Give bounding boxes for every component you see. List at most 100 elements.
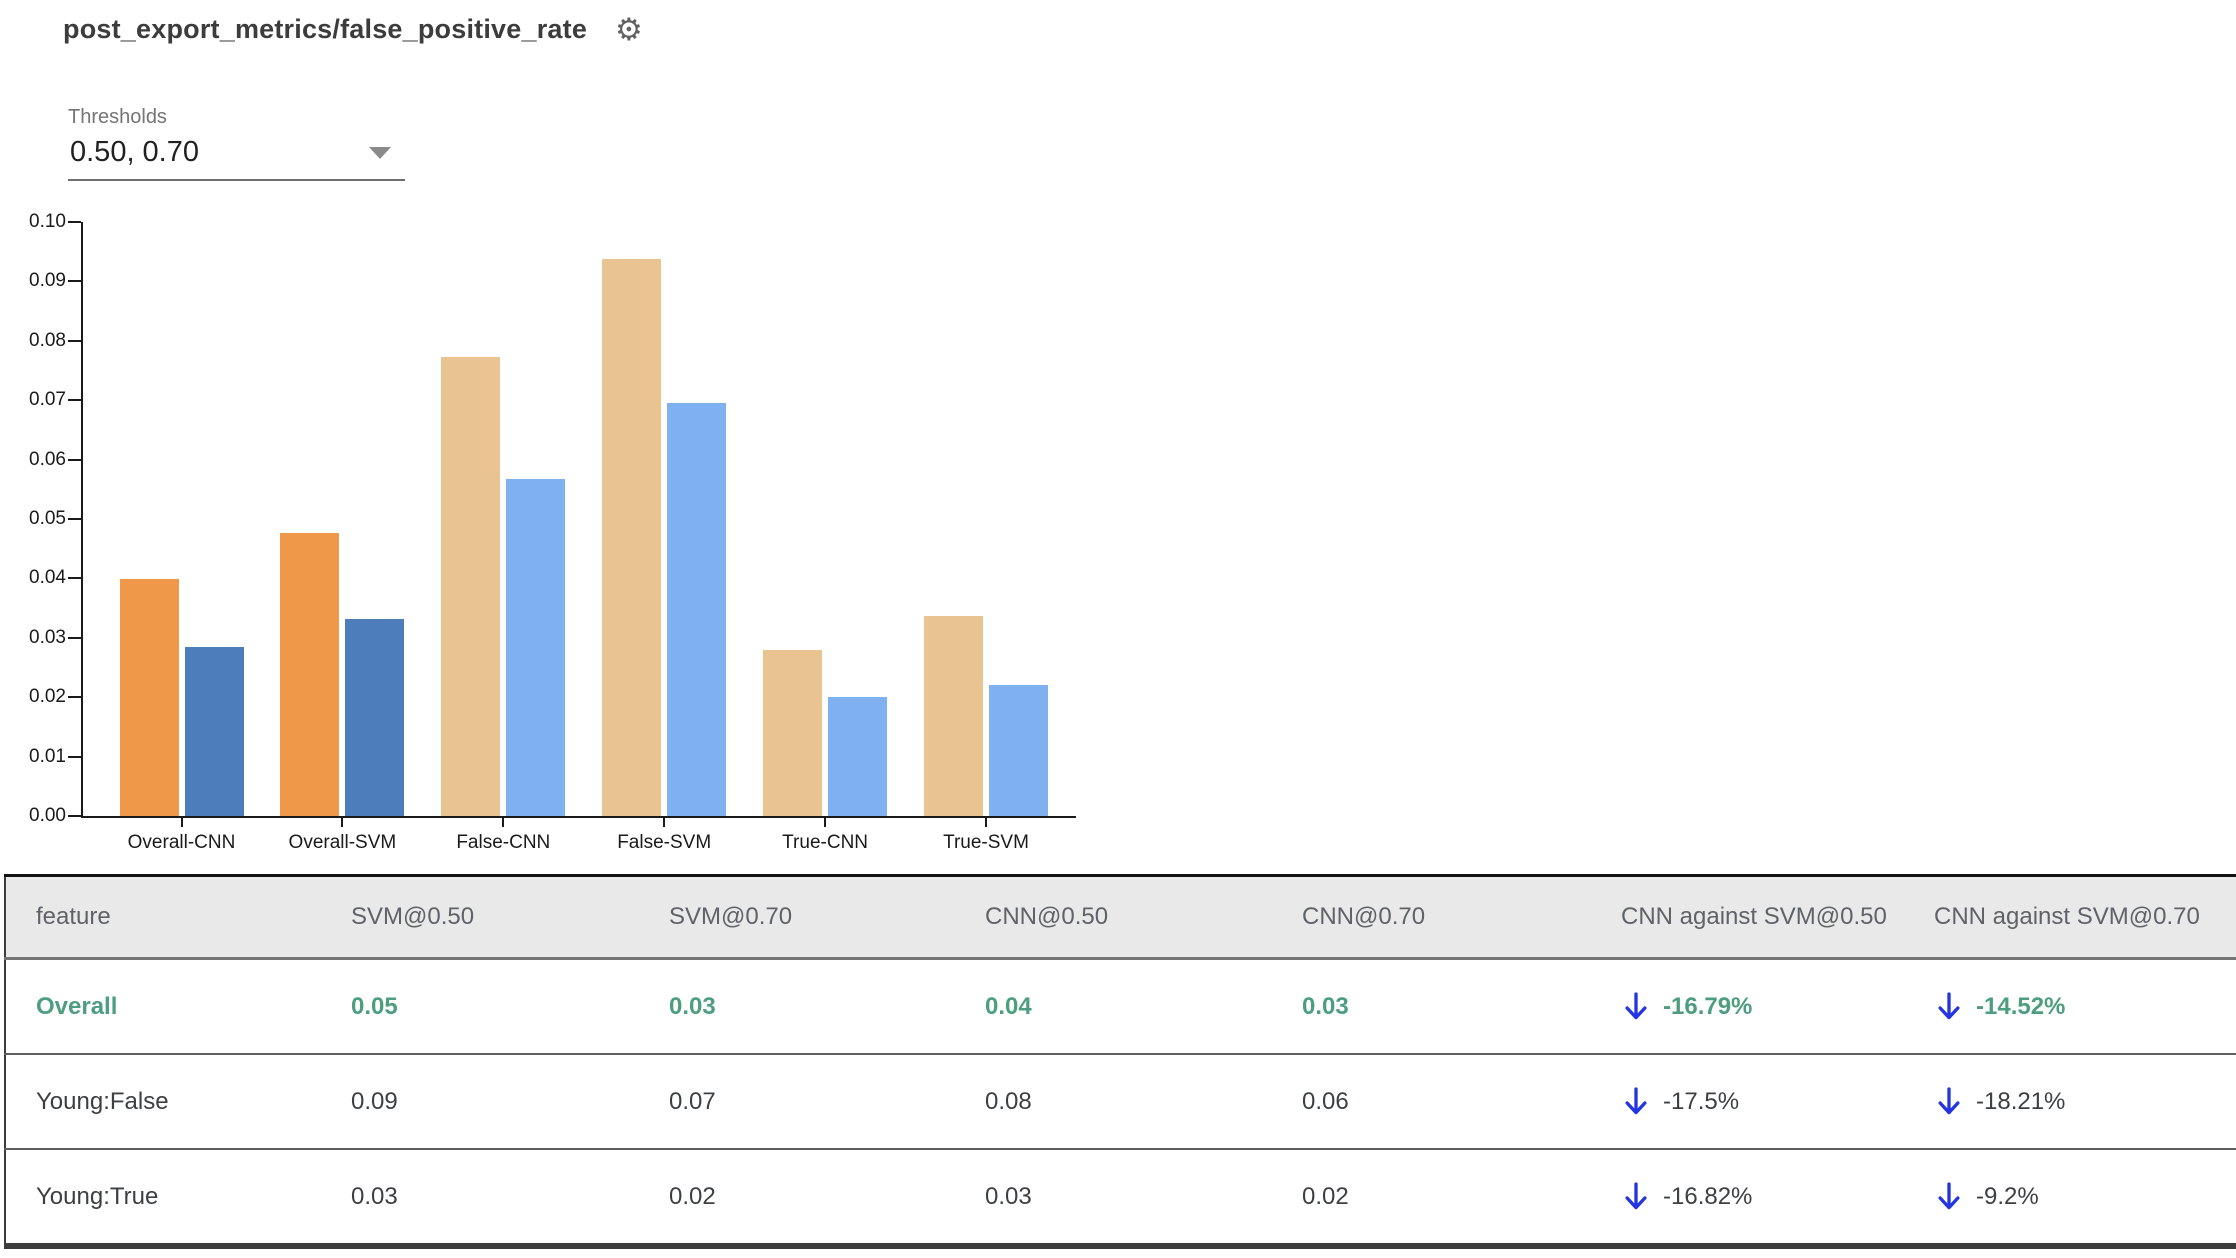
thresholds-select[interactable]: 0.50, 0.70 — [68, 134, 405, 181]
bar-overall-cnn-threshold-0-50[interactable] — [119, 579, 179, 816]
bar-true-svm-threshold-0-50[interactable] — [924, 616, 983, 816]
y-tick-mark — [68, 458, 81, 461]
down-arrow-icon — [1938, 991, 1960, 1019]
value-cell-cnn-0-50: 0.08 — [955, 1054, 1272, 1150]
x-tick-mark — [502, 818, 505, 827]
delta-cell-cnn-against-svm-0-50: -16.79% — [1591, 958, 1904, 1055]
page-title: post_export_metrics/false_positive_rate — [63, 14, 588, 44]
col-header-feature: feature — [5, 875, 321, 960]
delta-percentage: -9.2% — [1976, 1182, 2039, 1210]
bar-false-svm-threshold-0-70[interactable] — [667, 403, 727, 816]
y-tick-mark — [68, 339, 81, 342]
x-axis-line — [81, 816, 1076, 818]
table-row-young-false: Young:False 0.09 0.07 0.08 0.06 -17.5% -18.21% — [5, 1054, 2236, 1150]
y-tick-mark — [68, 280, 81, 283]
value-cell-svm-0-70: 0.02 — [669, 1182, 716, 1210]
value-cell-svm-0-70: 0.07 — [639, 1054, 955, 1150]
down-arrow-icon — [1938, 1181, 1960, 1209]
x-tick-mark — [824, 818, 827, 827]
y-tick-label: 0.02 — [29, 686, 66, 708]
fpr-bar-chart: 0.10 0.09 0.08 0.07 0.06 0.05 0.04 0.03 0.02 0.01… — [0, 0, 1150, 880]
y-tick-label: 0.06 — [29, 448, 66, 470]
dropdown-arrow-icon — [369, 146, 391, 159]
y-tick-mark — [68, 221, 81, 223]
feature-cell: Young:True — [36, 1182, 159, 1210]
y-tick-label: 0.01 — [29, 745, 66, 767]
delta-percentage: -17.5% — [1663, 1087, 1740, 1115]
delta-percentage: -14.52% — [1976, 992, 2066, 1020]
value-cell-cnn-0-70: 0.02 — [1302, 1182, 1349, 1210]
metrics-table: feature SVM@0.50 SVM@0.70 CNN@0.50 CNN@0.70 C… — [4, 874, 2236, 1249]
table-row-young-true: Young:True 0.03 0.02 0.03 0.02 -16.82% -9.2% — [5, 1149, 2236, 1246]
y-axis-line — [81, 222, 83, 818]
y-tick-label: 0.04 — [29, 567, 66, 589]
x-axis-label-true-svm: True-SVM — [943, 832, 1029, 853]
x-axis-label-true-cnn: True-CNN — [782, 832, 869, 853]
col-header-cnn-against-svm-0-50: CNN against SVM@0.50 — [1591, 875, 1904, 960]
x-axis-label-false-svm: False-SVM — [617, 832, 712, 853]
y-tick-mark — [68, 696, 81, 699]
value-cell-svm-0-50: 0.05 — [321, 958, 639, 1055]
feature-cell: Young:False — [5, 1054, 321, 1150]
bar-false-svm-threshold-0-50[interactable] — [602, 259, 662, 816]
bar-true-cnn-threshold-0-50[interactable] — [763, 650, 823, 816]
table-row-overall: Overall 0.05 0.03 0.04 0.03 -16.79% -14.52% — [5, 958, 2236, 1055]
x-tick-mark — [341, 818, 344, 827]
bar-overall-cnn-threshold-0-70[interactable] — [184, 647, 244, 816]
col-header-cnn-0-70: CNN@0.70 — [1272, 875, 1591, 960]
value-cell-cnn-0-50: 0.03 — [985, 1182, 1032, 1210]
y-tick-label: 0.03 — [29, 626, 66, 648]
y-tick-mark — [68, 399, 81, 402]
y-tick-label: 0.08 — [29, 329, 66, 351]
y-tick-label: 0.07 — [29, 389, 66, 411]
down-arrow-icon — [1625, 991, 1647, 1019]
y-tick-mark — [68, 577, 81, 580]
x-tick-mark — [663, 818, 666, 827]
down-arrow-icon — [1625, 1181, 1647, 1209]
y-tick-mark — [68, 636, 81, 639]
y-tick-label: 0.09 — [29, 270, 66, 292]
y-tick-label: 0.10 — [29, 211, 66, 232]
delta-cell-cnn-against-svm-0-50: -17.5% — [1591, 1054, 1904, 1150]
x-axis-label-overall-svm: Overall-SVM — [288, 832, 397, 853]
y-tick-mark — [68, 815, 81, 817]
x-tick-mark — [180, 818, 183, 827]
value-cell-svm-0-70: 0.03 — [639, 958, 955, 1055]
settings-gear-icon[interactable]: ⚙ — [615, 12, 643, 47]
delta-cell-cnn-against-svm-0-50: -16.82% — [1591, 1149, 1904, 1246]
bar-false-cnn-threshold-0-50[interactable] — [441, 357, 501, 816]
x-axis-label-false-cnn: False-CNN — [456, 832, 551, 853]
value-cell-cnn-0-50: 0.04 — [955, 958, 1272, 1055]
y-tick-mark — [68, 755, 81, 758]
x-axis-label-overall-cnn: Overall-CNN — [127, 832, 236, 853]
bar-overall-svm-threshold-0-50[interactable] — [280, 533, 340, 816]
thresholds-label: Thresholds — [68, 106, 167, 128]
y-tick-mark — [68, 518, 81, 520]
panel-header: post_export_metrics/false_positive_rate … — [63, 14, 643, 45]
metrics-table-wrap: feature SVM@0.50 SVM@0.70 CNN@0.50 CNN@0.70 C… — [4, 874, 2236, 1249]
bar-true-cnn-threshold-0-70[interactable] — [828, 697, 888, 816]
delta-cell-cnn-against-svm-0-70: -18.21% — [1904, 1054, 2236, 1150]
delta-cell-cnn-against-svm-0-70: -14.52% — [1904, 958, 2236, 1055]
down-arrow-icon — [1938, 1086, 1960, 1114]
bar-true-svm-threshold-0-70[interactable] — [989, 685, 1048, 816]
value-cell-svm-0-50: 0.03 — [351, 1182, 398, 1210]
col-header-svm-0-50: SVM@0.50 — [321, 875, 639, 960]
delta-cell-cnn-against-svm-0-70: -9.2% — [1904, 1149, 2236, 1246]
delta-percentage: -18.21% — [1976, 1087, 2066, 1115]
value-cell-cnn-0-70: 0.03 — [1272, 958, 1591, 1055]
y-tick-label: 0.05 — [29, 508, 66, 529]
delta-percentage: -16.82% — [1663, 1182, 1753, 1210]
bar-false-cnn-threshold-0-70[interactable] — [506, 479, 566, 816]
col-header-svm-0-70: SVM@0.70 — [639, 875, 955, 960]
thresholds-dropdown[interactable]: Thresholds 0.50, 0.70 — [68, 106, 405, 181]
delta-percentage: -16.79% — [1663, 992, 1753, 1020]
col-header-cnn-0-50: CNN@0.50 — [955, 875, 1272, 960]
value-cell-svm-0-50: 0.09 — [321, 1054, 639, 1150]
feature-cell: Overall — [5, 958, 321, 1055]
table-header-row: feature SVM@0.50 SVM@0.70 CNN@0.50 CNN@0.70 C… — [5, 875, 2236, 960]
bar-overall-svm-threshold-0-70[interactable] — [345, 619, 405, 816]
x-tick-mark — [985, 818, 987, 827]
col-header-cnn-against-svm-0-70: CNN against SVM@0.70 — [1904, 875, 2236, 960]
